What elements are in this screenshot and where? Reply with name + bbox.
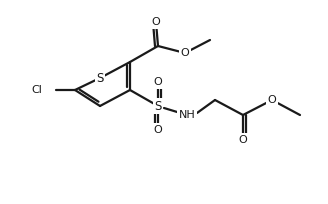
Text: O: O bbox=[239, 135, 247, 145]
Text: O: O bbox=[152, 17, 160, 27]
Text: Cl: Cl bbox=[31, 85, 42, 95]
Text: NH: NH bbox=[179, 110, 195, 120]
Text: O: O bbox=[268, 95, 277, 105]
Text: O: O bbox=[154, 77, 162, 87]
Text: S: S bbox=[154, 100, 162, 112]
Text: O: O bbox=[181, 48, 189, 58]
Text: O: O bbox=[154, 125, 162, 135]
Text: S: S bbox=[96, 71, 104, 84]
